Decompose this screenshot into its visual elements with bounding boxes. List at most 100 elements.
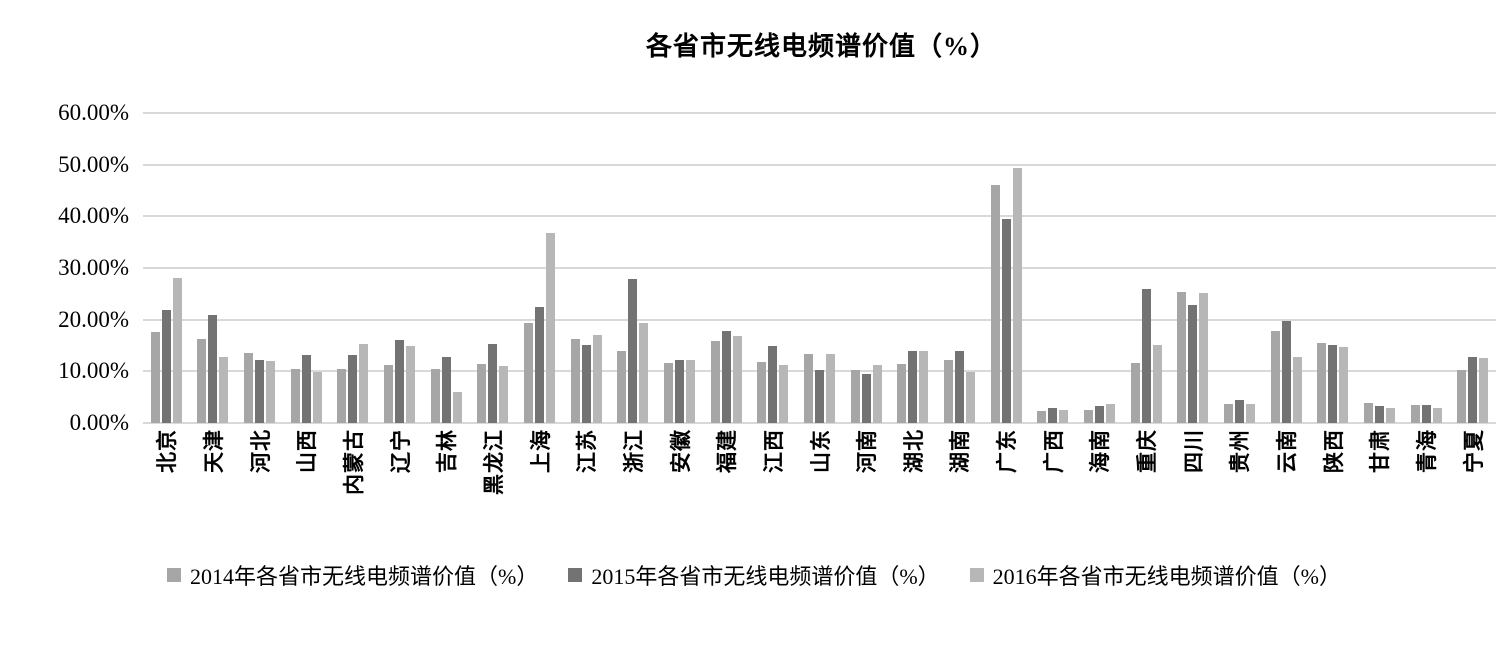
bar-2016-广西 [1059, 409, 1069, 423]
x-axis-label-cell: 青海 [1403, 423, 1450, 543]
x-axis-label-cell: 上海 [516, 423, 563, 543]
bar-group-青海 [1403, 113, 1450, 423]
x-axis-label: 河南 [855, 429, 880, 473]
x-axis-label: 山西 [295, 429, 320, 473]
bar-2014-河北 [244, 352, 254, 423]
bar-2016-河北 [266, 361, 276, 423]
x-axis-label-cell: 陕西 [1309, 423, 1356, 543]
x-axis-label: 山东 [808, 429, 833, 473]
bar-2015-安徽 [675, 359, 685, 423]
bar-group-甘肃 [1356, 113, 1403, 423]
x-axis-label: 吉林 [435, 429, 460, 473]
bar-2016-四川 [1199, 293, 1209, 423]
x-axis-label: 云南 [1275, 429, 1300, 473]
bar-2014-黑龙江 [477, 364, 487, 423]
x-axis-label-cell: 吉林 [423, 423, 470, 543]
bar-group-上海 [516, 113, 563, 423]
legend-label: 2014年各省市无线电频谱价值（%） [190, 564, 539, 589]
bar-2014-河南 [850, 369, 860, 423]
bar-2015-河南 [861, 374, 871, 423]
legend-item-2016: 2016年各省市无线电频谱价值（%） [969, 559, 1341, 591]
bar-2015-福建 [721, 331, 731, 423]
bar-2015-海南 [1094, 406, 1104, 423]
x-axis-label: 福建 [715, 429, 740, 473]
gridline [143, 163, 1496, 166]
bar-2015-贵州 [1234, 399, 1244, 423]
x-axis-label-cell: 黑龙江 [470, 423, 517, 543]
y-tick-label: 60.00% [58, 100, 129, 125]
legend-swatch-icon [969, 568, 984, 582]
bar-2016-天津 [219, 356, 229, 423]
bar-2016-安徽 [686, 359, 696, 423]
bar-2016-山东 [826, 353, 836, 423]
bar-group-河北 [236, 113, 283, 423]
bar-2016-黑龙江 [499, 366, 509, 423]
legend-swatch-icon [167, 568, 181, 582]
x-axis-label: 上海 [528, 429, 553, 473]
bar-group-浙江 [610, 113, 657, 423]
plot-area [143, 112, 1496, 424]
legend: 2014年各省市无线电频谱价值（%） 2015年各省市无线电频谱价值（%） 2016… [0, 559, 1508, 591]
x-axis-label: 湖南 [948, 429, 973, 473]
bar-2014-内蒙古 [337, 369, 347, 423]
bar-2016-内蒙古 [359, 343, 369, 423]
bar-2015-云南 [1281, 321, 1291, 423]
x-axis-label-cell: 河南 [843, 423, 890, 543]
bar-2016-甘肃 [1385, 408, 1395, 423]
bar-group-黑龙江 [470, 113, 517, 423]
bar-group-吉林 [423, 113, 470, 423]
y-tick-label: 40.00% [58, 203, 129, 229]
bar-2015-北京 [161, 309, 171, 423]
x-axis-labels: 北京 天津 河北 山西 内蒙古 辽宁 吉林 黑龙江 上海 江苏 浙江 安徽 福建 江西 山东 河南 湖北 湖南 广东… [143, 423, 1496, 543]
x-axis-label: 北京 [155, 429, 180, 473]
x-axis-label-cell: 湖北 [890, 423, 937, 543]
x-axis-label: 四川 [1181, 429, 1206, 473]
x-axis-label: 天津 [201, 429, 226, 473]
gridline [143, 267, 1496, 269]
bar-group-广东 [983, 113, 1030, 423]
bar-group-福建 [703, 113, 750, 423]
x-axis-label-cell: 重庆 [1123, 423, 1170, 543]
bar-2014-上海 [524, 323, 534, 423]
x-axis-label-cell: 福建 [703, 423, 750, 543]
bar-group-江苏 [563, 113, 610, 423]
bar-group-云南 [1263, 113, 1310, 423]
x-axis-label-cell: 内蒙古 [330, 423, 377, 543]
x-axis-label: 陕西 [1321, 429, 1346, 473]
chart-page: 各省市无线电频谱价值（%） 60.00% 50.00% 40.00% 30.00% 20… [0, 26, 1508, 652]
bar-2015-四川 [1188, 304, 1198, 423]
x-axis-label: 重庆 [1135, 429, 1160, 473]
bar-2016-浙江 [639, 322, 649, 423]
gridline [143, 422, 1496, 424]
bar-2015-湖北 [908, 351, 918, 423]
x-axis-label: 海南 [1088, 429, 1113, 473]
bar-2014-广东 [990, 185, 1000, 423]
bar-2016-河南 [872, 365, 882, 423]
bar-2014-广西 [1037, 410, 1047, 423]
x-axis-label: 河北 [248, 429, 273, 473]
x-axis-label-cell: 湖南 [936, 423, 983, 543]
y-tick-label: 50.00% [58, 151, 129, 177]
bar-2014-宁夏 [1457, 369, 1467, 423]
legend-item-2014: 2014年各省市无线电频谱价值（%） [167, 559, 538, 591]
bar-group-山西 [283, 113, 330, 423]
bar-2016-北京 [172, 278, 182, 423]
bar-2016-贵州 [1245, 404, 1255, 423]
x-axis-label-cell: 山西 [283, 423, 330, 543]
bar-group-辽宁 [376, 113, 423, 423]
bar-2016-青海 [1432, 408, 1442, 423]
x-axis-label: 贵州 [1228, 429, 1253, 473]
bar-chart: 60.00% 50.00% 40.00% 30.00% 20.00% 10.00% 0.00… [0, 100, 1508, 543]
x-axis-label: 江西 [761, 429, 786, 473]
bar-2015-上海 [535, 306, 545, 423]
bar-2014-山西 [290, 368, 300, 423]
bar-2016-湖南 [965, 372, 975, 423]
bar-group-海南 [1076, 113, 1123, 423]
bar-group-湖北 [890, 113, 937, 423]
bar-2016-江西 [779, 364, 789, 423]
bar-2014-浙江 [617, 351, 627, 423]
bar-2015-天津 [208, 314, 218, 423]
bar-group-内蒙古 [330, 113, 377, 423]
bar-2016-福建 [732, 335, 742, 423]
bar-2016-广东 [1012, 167, 1022, 423]
